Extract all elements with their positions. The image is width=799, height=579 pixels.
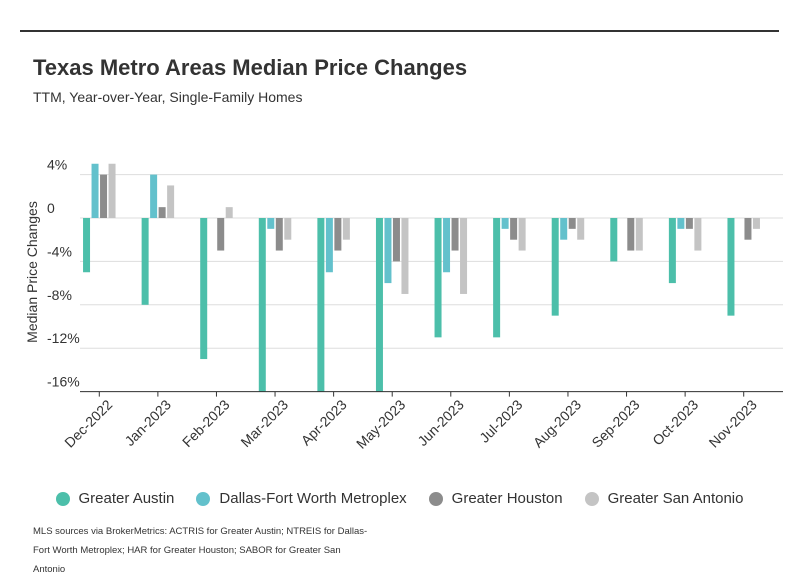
bar-greater-austin-feb-2023 xyxy=(200,218,208,360)
source-note: MLS sources via BrokerMetrics: ACTRIS fo… xyxy=(33,526,368,575)
bar-greater-san-antonio-nov-2023 xyxy=(752,218,760,229)
x-tick-label: Jan-2023 xyxy=(121,396,174,449)
y-tick-label: 4% xyxy=(47,157,67,173)
legend-label: Dallas-Fort Worth Metroplex xyxy=(219,490,407,507)
bar-dallas-fort-worth-metroplex-jul-2023 xyxy=(501,218,509,229)
bar-greater-san-antonio-mar-2023 xyxy=(284,218,292,240)
axes: 4% 0 -4% -8% -12% -16% Dec-2022 Jan-2023 Feb-202… xyxy=(47,157,783,452)
bar-greater-san-antonio-jun-2023 xyxy=(460,218,468,294)
bar-dallas-fort-worth-metroplex-jun-2023 xyxy=(443,218,451,273)
legend-label: Greater San Antonio xyxy=(607,490,744,507)
x-tick-label: Jul-2023 xyxy=(476,396,525,445)
bar-greater-san-antonio-aug-2023 xyxy=(577,218,585,240)
bar-greater-austin-mar-2023 xyxy=(258,218,266,392)
bar-greater-san-antonio-may-2023 xyxy=(401,218,409,294)
bar-dallas-fort-worth-metroplex-dec-2022 xyxy=(91,163,99,218)
bar-greater-austin-oct-2023 xyxy=(668,218,676,284)
bar-greater-houston-oct-2023 xyxy=(685,218,693,229)
legend-swatch xyxy=(196,491,211,506)
bar-chart: 4% 0 -4% -8% -12% -16% Dec-2022 Jan-2023 Feb-202… xyxy=(24,157,783,452)
bar-greater-austin-jun-2023 xyxy=(434,218,442,338)
x-tick-label: Dec-2022 xyxy=(61,396,115,450)
y-tick-label: 0 xyxy=(47,200,55,216)
bar-greater-houston-mar-2023 xyxy=(275,218,283,251)
bar-greater-houston-jun-2023 xyxy=(451,218,459,251)
legend-label: Greater Austin xyxy=(78,490,175,507)
bar-greater-houston-sep-2023 xyxy=(627,218,635,251)
bar-dallas-fort-worth-metroplex-mar-2023 xyxy=(267,218,275,229)
bar-greater-austin-aug-2023 xyxy=(551,218,559,316)
legend: Greater Austin Dallas-Fort Worth Metrople… xyxy=(0,490,799,507)
bar-greater-san-antonio-oct-2023 xyxy=(694,218,702,251)
x-tick-label: Oct-2023 xyxy=(649,396,701,448)
bar-greater-houston-jul-2023 xyxy=(510,218,518,240)
legend-item: Greater San Antonio xyxy=(584,490,744,507)
bars xyxy=(83,163,760,392)
bar-greater-austin-apr-2023 xyxy=(317,218,325,392)
bar-dallas-fort-worth-metroplex-aug-2023 xyxy=(560,218,568,240)
x-tick-label: Nov-2023 xyxy=(706,396,760,450)
bar-greater-houston-apr-2023 xyxy=(334,218,342,251)
bar-greater-san-antonio-feb-2023 xyxy=(225,207,233,218)
x-tick-label: Feb-2023 xyxy=(179,396,233,450)
bar-greater-san-antonio-dec-2022 xyxy=(108,163,116,218)
legend-swatch xyxy=(55,491,70,506)
bar-greater-san-antonio-sep-2023 xyxy=(635,218,643,251)
x-tick-label: Jun-2023 xyxy=(414,396,467,449)
bar-greater-san-antonio-jan-2023 xyxy=(167,185,175,218)
bar-dallas-fort-worth-metroplex-oct-2023 xyxy=(677,218,685,229)
legend-swatch xyxy=(584,491,599,506)
y-tick-label: -16% xyxy=(47,374,80,390)
bar-greater-san-antonio-jul-2023 xyxy=(518,218,526,251)
bar-greater-houston-nov-2023 xyxy=(744,218,752,240)
bar-greater-houston-aug-2023 xyxy=(568,218,576,229)
bar-greater-austin-jul-2023 xyxy=(493,218,501,338)
chart-title: Texas Metro Areas Median Price Changes xyxy=(33,55,468,80)
legend-swatch xyxy=(428,491,443,506)
y-tick-label: -4% xyxy=(47,243,72,259)
x-tick-label: Sep-2023 xyxy=(588,396,642,450)
bar-greater-san-antonio-apr-2023 xyxy=(342,218,350,240)
x-tick-label: May-2023 xyxy=(353,396,408,451)
bar-greater-houston-dec-2022 xyxy=(100,174,108,218)
bar-greater-houston-feb-2023 xyxy=(217,218,225,251)
x-tick-label: Aug-2023 xyxy=(530,396,584,450)
legend-item: Greater Austin xyxy=(55,490,175,507)
bar-greater-austin-dec-2022 xyxy=(83,218,91,273)
bar-greater-houston-jan-2023 xyxy=(158,207,166,218)
y-axis-title: Median Price Changes xyxy=(24,201,40,343)
x-tick-label: Mar-2023 xyxy=(237,396,291,450)
bar-dallas-fort-worth-metroplex-may-2023 xyxy=(384,218,392,284)
bar-greater-houston-may-2023 xyxy=(392,218,400,262)
bar-greater-austin-nov-2023 xyxy=(727,218,735,316)
bar-greater-austin-jan-2023 xyxy=(141,218,149,305)
legend-item: Greater Houston xyxy=(428,490,563,507)
bar-dallas-fort-worth-metroplex-jan-2023 xyxy=(150,174,158,218)
chart-frame xyxy=(20,30,779,569)
bar-dallas-fort-worth-metroplex-apr-2023 xyxy=(325,218,333,273)
bar-greater-austin-may-2023 xyxy=(375,218,383,392)
y-tick-label: -8% xyxy=(47,287,72,303)
gridlines xyxy=(80,174,783,393)
legend-label: Greater Houston xyxy=(451,490,563,507)
y-tick-label: -12% xyxy=(47,330,80,346)
legend-item: Dallas-Fort Worth Metroplex xyxy=(196,490,407,507)
bar-greater-austin-sep-2023 xyxy=(610,218,618,262)
x-tick-label: Apr-2023 xyxy=(298,396,350,448)
chart-subtitle: TTM, Year-over-Year, Single-Family Homes xyxy=(33,89,303,105)
